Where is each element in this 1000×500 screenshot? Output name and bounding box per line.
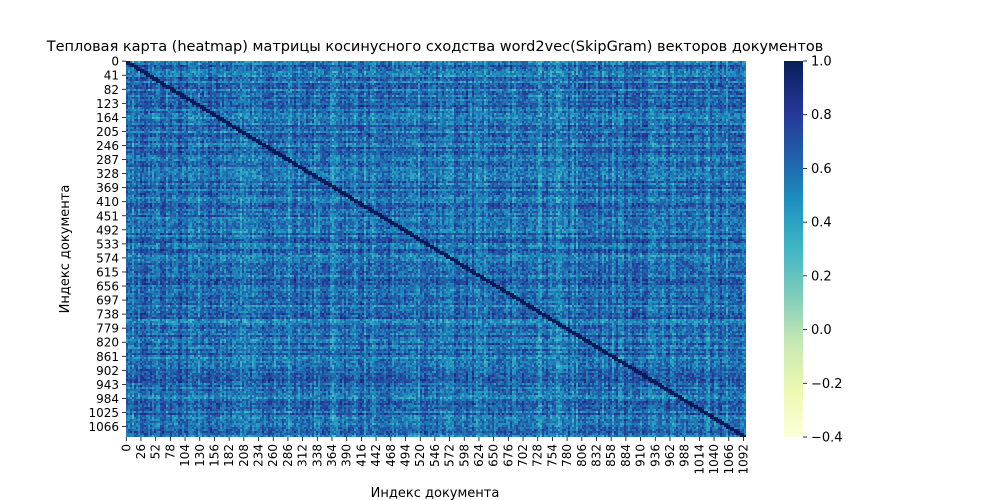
y-tick-label: 615 — [96, 265, 119, 279]
y-tick-label: 369 — [96, 181, 119, 195]
x-tick-label: 1092 — [736, 444, 750, 475]
y-tick-label: 943 — [96, 378, 119, 392]
x-tick-label: 234 — [252, 444, 266, 467]
y-tick-label: 984 — [96, 392, 119, 406]
heatmap-cells — [126, 61, 746, 437]
x-tick-label: 676 — [501, 444, 515, 467]
y-tick-label: 820 — [96, 336, 119, 350]
colorbar — [784, 61, 803, 437]
colorbar-tick-label: −0.2 — [811, 377, 843, 392]
x-tick-label: 26 — [134, 444, 148, 459]
x-tick-label: 442 — [369, 444, 383, 467]
y-tick-label: 533 — [96, 237, 119, 251]
x-tick-label: 832 — [590, 444, 604, 467]
x-tick-label: 494 — [398, 444, 412, 467]
x-tick-label: 286 — [281, 444, 295, 467]
chart-title: Тепловая карта (heatmap) матрицы косинус… — [46, 39, 824, 55]
x-tick-label: 884 — [619, 444, 633, 467]
x-tick-label: 416 — [354, 444, 368, 467]
x-tick-label: 780 — [560, 444, 574, 467]
x-tick-label: 962 — [663, 444, 677, 467]
colorbar-tick-label: 0.2 — [811, 269, 832, 284]
x-tick-label: 598 — [457, 444, 471, 467]
x-tick-label: 182 — [222, 444, 236, 467]
x-tick-label: 988 — [678, 444, 692, 467]
y-tick-label: 164 — [96, 111, 119, 125]
y-tick-label: 697 — [96, 294, 119, 308]
x-tick-label: 130 — [193, 444, 207, 467]
colorbar-tick-label: 0.8 — [811, 108, 832, 123]
colorbar-tick-label: 0.6 — [811, 162, 832, 177]
y-tick-label: 205 — [96, 125, 119, 139]
x-tick-label: 624 — [472, 444, 486, 467]
x-tick-label: 1066 — [722, 444, 736, 475]
y-tick-label: 1066 — [88, 420, 119, 434]
x-tick-label: 910 — [634, 444, 648, 467]
x-tick-label: 468 — [384, 444, 398, 467]
y-axis: 0418212316420524628732836941045149253357… — [88, 55, 126, 434]
y-tick-label: 123 — [96, 97, 119, 111]
y-tick-label: 656 — [96, 280, 119, 294]
y-tick-label: 246 — [96, 139, 119, 153]
y-tick-label: 902 — [96, 364, 119, 378]
colorbar-tick-label: 0.4 — [811, 216, 832, 231]
x-tick-label: 650 — [487, 444, 501, 467]
x-tick-label: 78 — [163, 444, 177, 459]
x-tick-label: 754 — [545, 444, 559, 467]
x-tick-label: 0 — [119, 444, 133, 452]
y-tick-label: 779 — [96, 322, 119, 336]
y-tick-label: 738 — [96, 308, 119, 322]
colorbar-tick-label: 0.0 — [811, 323, 832, 338]
y-axis-label: Индекс документа — [58, 185, 73, 314]
y-tick-label: 451 — [96, 209, 119, 223]
y-tick-label: 492 — [96, 223, 119, 237]
x-tick-label: 520 — [413, 444, 427, 467]
x-tick-label: 1014 — [692, 444, 706, 475]
y-tick-label: 0 — [111, 55, 119, 69]
x-tick-label: 338 — [310, 444, 324, 467]
y-tick-label: 410 — [96, 195, 119, 209]
x-tick-label: 104 — [178, 444, 192, 467]
y-tick-label: 1025 — [88, 406, 119, 420]
x-tick-label: 208 — [237, 444, 251, 467]
x-tick-label: 1040 — [707, 444, 721, 475]
colorbar-tick-label: 1.0 — [811, 55, 832, 70]
x-tick-label: 546 — [428, 444, 442, 467]
x-tick-label: 52 — [149, 444, 163, 459]
x-tick-label: 572 — [443, 444, 457, 467]
x-axis-label: Индекс документа — [371, 486, 500, 500]
x-axis: 0 26 52 78 104 130 156 182 208 234 260 286 312 338 364… — [119, 437, 750, 475]
x-tick-label: 390 — [340, 444, 354, 467]
x-tick-label: 260 — [266, 444, 280, 467]
x-tick-label: 858 — [604, 444, 618, 467]
x-tick-label: 728 — [531, 444, 545, 467]
y-tick-label: 861 — [96, 350, 119, 364]
x-tick-label: 364 — [325, 444, 339, 467]
x-tick-label: 312 — [296, 444, 310, 467]
colorbar-ticks: 1.0 0.8 0.6 0.4 0.2 0.0 −0.2 −0.4 — [803, 55, 843, 446]
x-tick-label: 806 — [575, 444, 589, 467]
y-tick-label: 328 — [96, 167, 119, 181]
y-tick-label: 287 — [96, 153, 119, 167]
x-tick-label: 156 — [207, 444, 221, 467]
heatmap-image — [126, 61, 746, 437]
x-tick-label: 702 — [516, 444, 530, 467]
y-tick-label: 82 — [104, 83, 119, 97]
y-tick-label: 41 — [104, 69, 119, 83]
x-tick-label: 936 — [648, 444, 662, 467]
y-tick-label: 574 — [96, 251, 119, 265]
colorbar-tick-label: −0.4 — [811, 431, 843, 446]
